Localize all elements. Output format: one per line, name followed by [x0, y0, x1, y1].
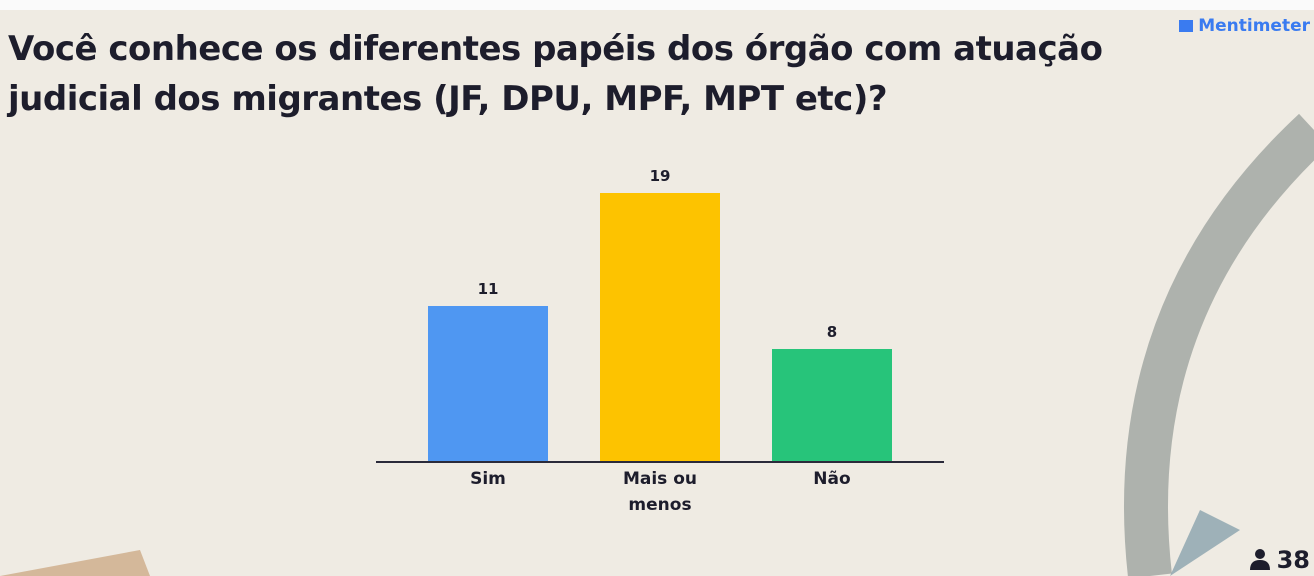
- question-title: Você conhece os diferentes papéis dos ór…: [8, 24, 1128, 124]
- brand-name: Mentimeter: [1198, 16, 1310, 36]
- participant-count: 38: [1249, 546, 1310, 574]
- bar: [600, 193, 720, 462]
- participants: 38: [1277, 546, 1310, 574]
- value-label: 11: [428, 280, 548, 298]
- bar: [772, 349, 892, 462]
- category-label: Mais ou menos: [615, 466, 705, 518]
- person-icon: [1249, 548, 1271, 570]
- category-label: Não: [787, 466, 877, 492]
- bar: [428, 306, 548, 462]
- slide: Você conhece os diferentes papéis dos ór…: [0, 0, 1314, 576]
- category-label: Sim: [443, 466, 533, 492]
- value-label: 8: [772, 323, 892, 341]
- brand-logo[interactable]: Mentimeter: [1179, 16, 1310, 36]
- value-label: 19: [600, 167, 720, 185]
- baseline: [376, 461, 944, 463]
